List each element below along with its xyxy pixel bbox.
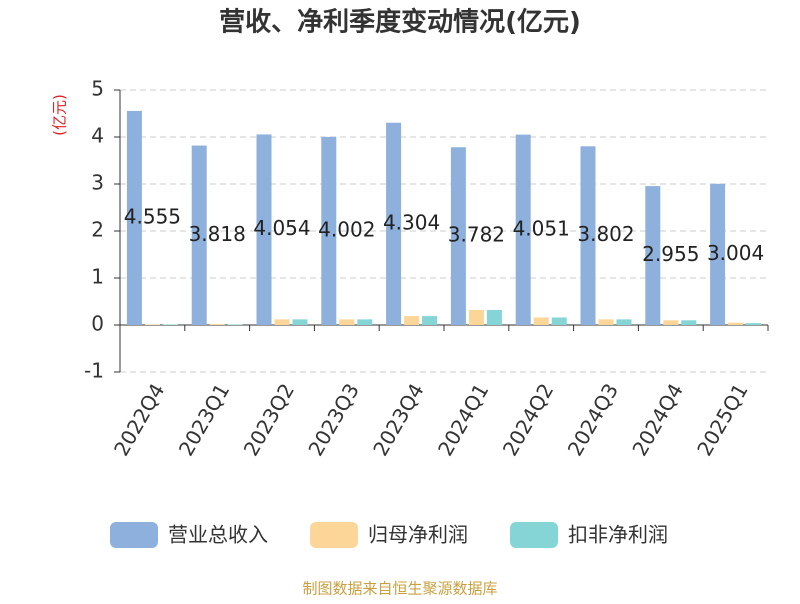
legend-swatch (510, 522, 558, 548)
data-label: 4.002 (318, 217, 375, 241)
bar (487, 310, 502, 325)
data-label: 4.304 (383, 210, 440, 234)
bar (357, 319, 372, 325)
bar (469, 310, 484, 325)
bar (599, 319, 614, 325)
y-tick-label: 0 (91, 312, 104, 336)
bar (746, 323, 761, 325)
data-label: 4.054 (253, 216, 310, 240)
x-tick-label: 2023Q2 (239, 379, 299, 460)
bar (681, 320, 696, 325)
bar (210, 324, 225, 325)
y-tick-label: 5 (91, 77, 104, 101)
legend-label: 扣非净利润 (568, 523, 668, 547)
y-axis-label: (亿元) (51, 94, 69, 136)
bar (293, 319, 308, 325)
data-label: 2.955 (642, 242, 699, 266)
data-label: 4.051 (513, 216, 570, 240)
y-tick-label: -1 (84, 359, 104, 383)
y-tick-label: 4 (91, 124, 104, 148)
chart-title: 营收、净利季度变动情况(亿元) (219, 7, 581, 38)
legend-swatch (310, 522, 358, 548)
bar (275, 319, 290, 325)
bar (617, 319, 632, 325)
x-tick-label: 2023Q4 (368, 379, 428, 460)
x-tick-label: 2025Q1 (692, 379, 752, 460)
data-label: 4.555 (124, 204, 181, 228)
legend-swatch (110, 522, 158, 548)
legend-label: 营业总收入 (168, 523, 268, 547)
x-tick-label: 2024Q4 (627, 379, 687, 460)
x-tick-label: 2022Q4 (109, 379, 169, 460)
bar (404, 316, 419, 325)
x-tick-label: 2024Q3 (563, 379, 623, 460)
bar (339, 319, 354, 325)
bar (534, 317, 549, 325)
y-tick-label: 3 (91, 171, 104, 195)
bar (422, 316, 437, 325)
x-tick-label: 2023Q3 (303, 379, 363, 460)
x-tick-label: 2023Q1 (174, 379, 234, 460)
y-tick-label: 2 (91, 218, 104, 242)
data-label: 3.782 (448, 223, 505, 247)
data-label: 3.818 (189, 222, 246, 246)
x-tick-label: 2024Q1 (433, 379, 493, 460)
bar (728, 323, 743, 325)
x-tick-label: 2024Q2 (498, 379, 558, 460)
bar (552, 317, 567, 325)
bar (663, 320, 678, 325)
data-label: 3.004 (707, 241, 764, 265)
y-tick-label: 1 (91, 265, 104, 289)
source-note: 制图数据来自恒生聚源数据库 (302, 580, 497, 598)
legend-label: 归母净利润 (368, 523, 468, 547)
data-label: 3.802 (577, 222, 634, 246)
